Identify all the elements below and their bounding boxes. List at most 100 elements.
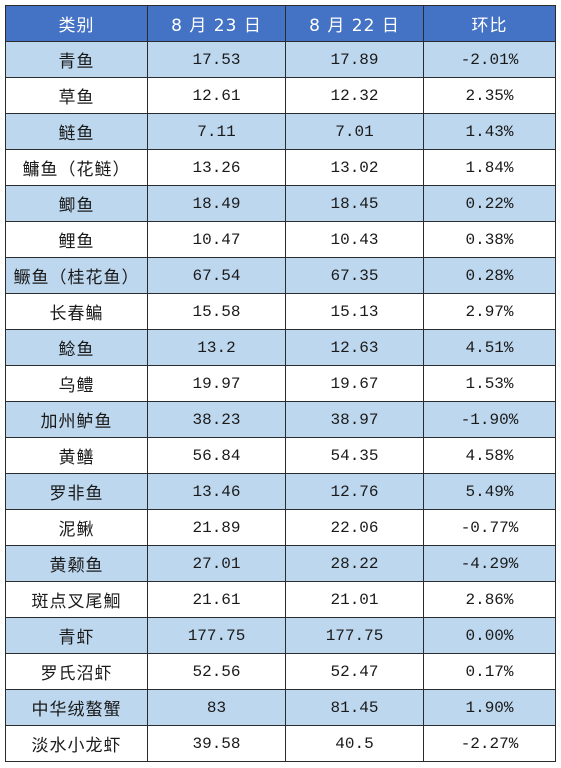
table-row: 罗氏沼虾 52.56 52.47 0.17% [5,653,556,690]
cell-aug22-price: 12.76 [285,473,424,510]
cell-aug22-price: 177.75 [285,617,424,654]
cell-change-percent: 0.17% [423,653,556,690]
table-row: 黄鳝 56.84 54.35 4.58% [5,437,556,474]
cell-aug23-price: 177.75 [147,617,286,654]
cell-aug23-price: 52.56 [147,653,286,690]
price-table: 类别 8 月 23 日 8 月 22 日 环比 青鱼 17.53 17.89 -2.0… [5,5,556,762]
table-row: 乌鳢 19.97 19.67 1.53% [5,365,556,402]
cell-aug23-price: 67.54 [147,257,286,294]
cell-category: 鲫鱼 [5,185,148,222]
table-row: 草鱼 12.61 12.32 2.35% [5,77,556,114]
cell-aug23-price: 19.97 [147,365,286,402]
table-row: 鲢鱼 7.11 7.01 1.43% [5,113,556,150]
table-row: 淡水小龙虾 39.58 40.5 -2.27% [5,725,556,762]
cell-aug22-price: 54.35 [285,437,424,474]
cell-change-percent: 1.90% [423,689,556,726]
cell-change-percent: -0.77% [423,509,556,546]
cell-change-percent: -1.90% [423,401,556,438]
cell-aug22-price: 40.5 [285,725,424,762]
cell-aug22-price: 81.45 [285,689,424,726]
cell-category: 黄鳝 [5,437,148,474]
cell-change-percent: 4.58% [423,437,556,474]
cell-aug22-price: 17.89 [285,41,424,78]
cell-aug22-price: 18.45 [285,185,424,222]
cell-category: 斑点叉尾鮰 [5,581,148,618]
cell-aug23-price: 15.58 [147,293,286,330]
table-row: 鲫鱼 18.49 18.45 0.22% [5,185,556,222]
table-row: 鳙鱼（花鲢） 13.26 13.02 1.84% [5,149,556,186]
cell-change-percent: -2.27% [423,725,556,762]
cell-change-percent: 1.43% [423,113,556,150]
cell-aug23-price: 12.61 [147,77,286,114]
cell-category: 青鱼 [5,41,148,78]
cell-aug23-price: 38.23 [147,401,286,438]
cell-category: 青虾 [5,617,148,654]
table-body: 青鱼 17.53 17.89 -2.01% 草鱼 12.61 12.32 2.35% 鲢鱼 7.1… [5,41,556,762]
cell-aug22-price: 10.43 [285,221,424,258]
cell-change-percent: 1.53% [423,365,556,402]
table-row: 青虾 177.75 177.75 0.00% [5,617,556,654]
cell-aug23-price: 17.53 [147,41,286,78]
header-aug23: 8 月 23 日 [147,5,286,42]
cell-category: 鳙鱼（花鲢） [5,149,148,186]
cell-aug23-price: 13.26 [147,149,286,186]
table-row: 斑点叉尾鮰 21.61 21.01 2.86% [5,581,556,618]
table-row: 加州鲈鱼 38.23 38.97 -1.90% [5,401,556,438]
cell-aug23-price: 21.61 [147,581,286,618]
cell-category: 鳜鱼（桂花鱼） [5,257,148,294]
cell-change-percent: 0.00% [423,617,556,654]
cell-change-percent: 2.35% [423,77,556,114]
cell-category: 罗氏沼虾 [5,653,148,690]
cell-aug22-price: 15.13 [285,293,424,330]
cell-aug23-price: 39.58 [147,725,286,762]
cell-aug22-price: 38.97 [285,401,424,438]
cell-aug23-price: 7.11 [147,113,286,150]
cell-category: 鲢鱼 [5,113,148,150]
table-row: 鲤鱼 10.47 10.43 0.38% [5,221,556,258]
cell-change-percent: 2.86% [423,581,556,618]
cell-category: 乌鳢 [5,365,148,402]
cell-category: 罗非鱼 [5,473,148,510]
cell-category: 黄颡鱼 [5,545,148,582]
cell-change-percent: 0.28% [423,257,556,294]
table-row: 青鱼 17.53 17.89 -2.01% [5,41,556,78]
cell-category: 淡水小龙虾 [5,725,148,762]
cell-category: 鲶鱼 [5,329,148,366]
cell-change-percent: -4.29% [423,545,556,582]
cell-aug23-price: 21.89 [147,509,286,546]
cell-change-percent: 2.97% [423,293,556,330]
table-row: 中华绒螯蟹 83 81.45 1.90% [5,689,556,726]
table-row: 鳜鱼（桂花鱼） 67.54 67.35 0.28% [5,257,556,294]
cell-aug22-price: 67.35 [285,257,424,294]
table-row: 长春鳊 15.58 15.13 2.97% [5,293,556,330]
cell-aug22-price: 7.01 [285,113,424,150]
cell-category: 泥鳅 [5,509,148,546]
cell-change-percent: 5.49% [423,473,556,510]
cell-category: 草鱼 [5,77,148,114]
header-change: 环比 [423,5,556,42]
cell-aug22-price: 52.47 [285,653,424,690]
table-row: 泥鳅 21.89 22.06 -0.77% [5,509,556,546]
cell-aug23-price: 56.84 [147,437,286,474]
cell-change-percent: -2.01% [423,41,556,78]
cell-aug22-price: 12.32 [285,77,424,114]
cell-aug22-price: 19.67 [285,365,424,402]
cell-change-percent: 4.51% [423,329,556,366]
cell-aug22-price: 22.06 [285,509,424,546]
header-category: 类别 [5,5,148,42]
cell-aug23-price: 13.46 [147,473,286,510]
cell-category: 中华绒螯蟹 [5,689,148,726]
cell-aug23-price: 83 [147,689,286,726]
cell-aug22-price: 21.01 [285,581,424,618]
table-row: 鲶鱼 13.2 12.63 4.51% [5,329,556,366]
cell-aug22-price: 12.63 [285,329,424,366]
cell-aug22-price: 28.22 [285,545,424,582]
header-aug22: 8 月 22 日 [285,5,424,42]
table-header-row: 类别 8 月 23 日 8 月 22 日 环比 [5,5,556,42]
cell-aug23-price: 13.2 [147,329,286,366]
cell-category: 鲤鱼 [5,221,148,258]
cell-aug23-price: 18.49 [147,185,286,222]
cell-aug22-price: 13.02 [285,149,424,186]
price-table-container: 类别 8 月 23 日 8 月 22 日 环比 青鱼 17.53 17.89 -2.0… [5,5,556,762]
cell-category: 加州鲈鱼 [5,401,148,438]
